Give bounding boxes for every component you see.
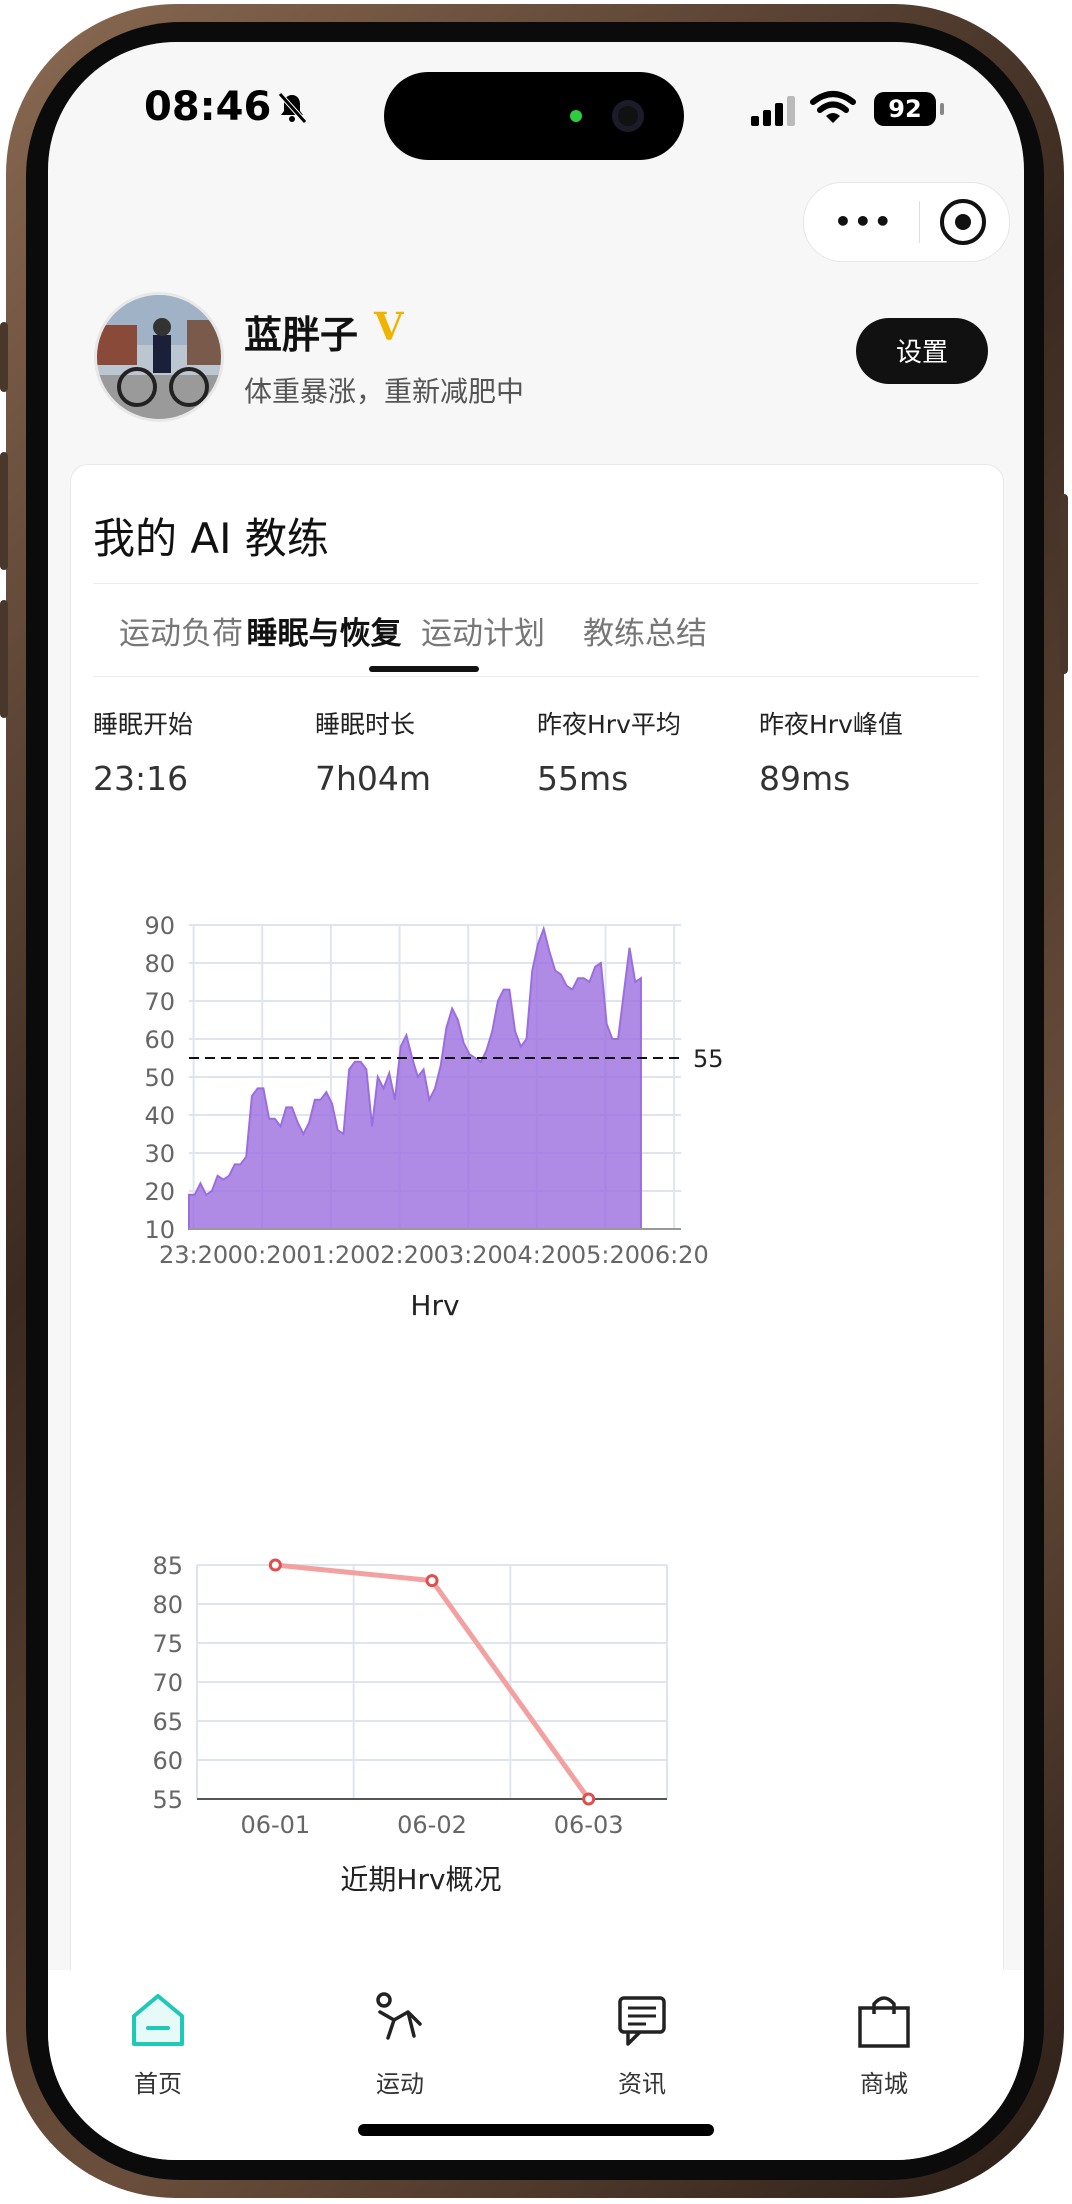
tabbar-label: 运动 bbox=[376, 2070, 424, 2098]
y-tick-label: 80 bbox=[144, 950, 175, 978]
y-tick-label: 30 bbox=[144, 1140, 175, 1168]
reference-line-label: 55 bbox=[693, 1045, 724, 1073]
stat-value: 23:16 bbox=[93, 759, 189, 798]
profile-header: 蓝胖子 V 体重暴涨，重新减肥中 设置 bbox=[48, 282, 1024, 462]
home-indicator bbox=[358, 2124, 714, 2136]
action-button bbox=[0, 322, 8, 392]
tabbar-item-exercise[interactable]: 运动 bbox=[340, 1990, 460, 2099]
tabbar-item-shop[interactable]: 商城 bbox=[824, 1990, 944, 2099]
x-tick-label: 00:20 bbox=[228, 1241, 297, 1269]
coach-tabs: 运动负荷 睡眠与恢复 运动计划 教练总结 bbox=[93, 583, 979, 677]
chart-grid bbox=[196, 1564, 668, 1800]
x-tick-label: 03:20 bbox=[434, 1241, 503, 1269]
x-tick-label: 02:20 bbox=[365, 1241, 434, 1269]
stat-label: 睡眠时长 bbox=[315, 710, 416, 739]
recent-hrv-points bbox=[268, 1558, 596, 1806]
data-point bbox=[582, 1792, 596, 1806]
stat-hrv-peak: 昨夜Hrv峰值 89ms bbox=[759, 705, 979, 798]
shop-icon bbox=[858, 1996, 910, 2048]
tabbar-item-news[interactable]: 资讯 bbox=[582, 1990, 702, 2099]
stat-hrv-average: 昨夜Hrv平均 55ms bbox=[537, 705, 757, 798]
card-title: 我的 AI 教练 bbox=[93, 514, 329, 563]
y-tick-label: 70 bbox=[152, 1669, 183, 1697]
y-tick-label: 60 bbox=[152, 1747, 183, 1775]
y-tick-label: 60 bbox=[144, 1026, 175, 1054]
tabbar-item-home[interactable]: 首页 bbox=[98, 1990, 218, 2099]
tabbar-label: 资讯 bbox=[618, 2070, 666, 2098]
ai-coach-card: 我的 AI 教练 运动负荷 睡眠与恢复 运动计划 教练总结 睡眠开始 23:16… bbox=[70, 464, 1004, 2066]
settings-button[interactable]: 设置 bbox=[856, 318, 988, 384]
tab-exercise-plan[interactable]: 运动计划 bbox=[421, 616, 545, 652]
silent-bell-icon bbox=[278, 92, 307, 124]
battery-indicator: 92 bbox=[874, 92, 944, 126]
y-tick-label: 50 bbox=[144, 1064, 175, 1092]
chart-title: 近期Hrv概况 bbox=[340, 1863, 501, 1896]
stat-value: 89ms bbox=[759, 759, 851, 798]
tab-coach-summary[interactable]: 教练总结 bbox=[583, 616, 707, 652]
camera-indicator-icon bbox=[570, 110, 582, 122]
volume-down-button bbox=[0, 600, 8, 718]
username: 蓝胖子 bbox=[244, 313, 359, 357]
screen: 08:46 92 ••• bbox=[48, 42, 1024, 2160]
stat-label: 睡眠开始 bbox=[93, 710, 194, 739]
avatar-photo bbox=[97, 295, 221, 419]
status-time: 08:46 bbox=[144, 84, 272, 130]
y-tick-label: 10 bbox=[144, 1216, 175, 1244]
chart-title: Hrv bbox=[410, 1289, 459, 1322]
tabbar-label: 商城 bbox=[860, 2070, 908, 2098]
home-icon bbox=[132, 1994, 184, 2046]
capsule-divider bbox=[919, 201, 920, 243]
dynamic-island bbox=[384, 72, 684, 160]
x-tick-label: 06:20 bbox=[640, 1241, 709, 1269]
x-tick-label: 04:20 bbox=[502, 1241, 571, 1269]
y-tick-label: 75 bbox=[152, 1630, 183, 1658]
tab-exercise-load[interactable]: 运动负荷 bbox=[119, 616, 243, 652]
y-tick-label: 80 bbox=[152, 1591, 183, 1619]
news-icon bbox=[618, 1996, 666, 2046]
stat-label: 昨夜Hrv峰值 bbox=[759, 710, 903, 739]
stat-value: 55ms bbox=[537, 759, 629, 798]
y-tick-label: 70 bbox=[144, 988, 175, 1016]
chart-axes: 10 20 30 40 50 60 70 80 90 23:20 00:20 01:20 02:20 03… bbox=[144, 912, 708, 1269]
user-bio: 体重暴涨，重新减肥中 bbox=[244, 375, 525, 408]
volume-up-button bbox=[0, 452, 8, 570]
front-camera-icon bbox=[612, 100, 644, 132]
data-point bbox=[425, 1574, 439, 1588]
stat-sleep-duration: 睡眠时长 7h04m bbox=[315, 705, 535, 798]
hrv-area-series bbox=[188, 925, 642, 1230]
tabbar-label: 首页 bbox=[134, 2070, 182, 2098]
data-point bbox=[268, 1558, 282, 1572]
y-tick-label: 85 bbox=[152, 1552, 183, 1580]
x-tick-label: 06-01 bbox=[240, 1811, 310, 1839]
power-button bbox=[1060, 494, 1068, 674]
y-tick-label: 20 bbox=[144, 1178, 175, 1206]
hrv-area-chart: 10 20 30 40 50 60 70 80 90 23:20 00:20 01:20 02:20 03… bbox=[144, 912, 724, 1322]
status-bar: 08:46 92 bbox=[48, 42, 1024, 182]
y-tick-label: 40 bbox=[144, 1102, 175, 1130]
miniprogram-capsule: ••• bbox=[803, 182, 1010, 262]
x-tick-label: 01:20 bbox=[296, 1241, 365, 1269]
recent-hrv-line-chart: 55 60 65 70 75 80 85 06-01 06-02 06-03 近期Hrv概况 bbox=[152, 1552, 668, 1896]
close-target-icon[interactable] bbox=[940, 199, 986, 245]
vip-badge: V bbox=[374, 304, 404, 349]
y-tick-label: 65 bbox=[152, 1708, 183, 1736]
avatar[interactable] bbox=[94, 292, 224, 422]
x-tick-label: 05:20 bbox=[571, 1241, 640, 1269]
cellular-signal-icon bbox=[751, 96, 795, 126]
stat-value: 7h04m bbox=[315, 759, 432, 798]
x-tick-label: 23:20 bbox=[159, 1241, 228, 1269]
more-icon[interactable]: ••• bbox=[834, 205, 894, 238]
stat-label: 昨夜Hrv平均 bbox=[537, 710, 681, 739]
x-tick-label: 06-02 bbox=[397, 1811, 467, 1839]
x-tick-label: 06-03 bbox=[554, 1811, 624, 1839]
stat-sleep-start: 睡眠开始 23:16 bbox=[93, 705, 313, 798]
y-tick-label: 55 bbox=[152, 1786, 183, 1814]
tab-sleep-recovery[interactable]: 睡眠与恢复 bbox=[246, 616, 402, 652]
wifi-icon bbox=[810, 91, 856, 123]
exercise-icon bbox=[376, 1992, 422, 2040]
active-tab-indicator bbox=[369, 666, 479, 672]
y-tick-label: 90 bbox=[144, 912, 175, 940]
